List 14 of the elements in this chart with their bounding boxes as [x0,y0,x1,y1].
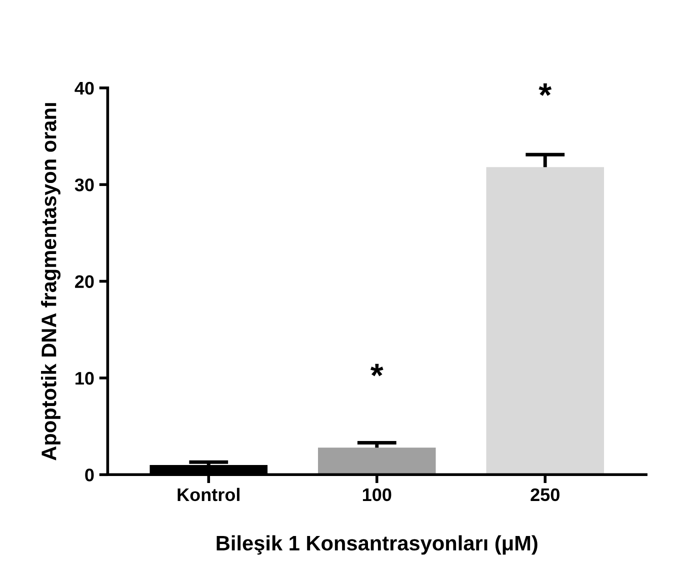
x-tick-label: 250 [530,488,560,502]
x-tick-label: Kontrol [178,488,240,502]
y-tick-label: 0 [85,468,94,482]
x-tick-label: 100 [362,488,392,502]
annotation: * [370,364,384,376]
y-tick-label: 10 [76,372,94,385]
annotation: * [538,83,552,96]
y-axis-title: Apoptotik DNA fragmentasyon oranı [41,103,61,460]
y-tick-label: 20 [75,275,94,288]
y-tick-label: 30 [74,178,94,192]
x-axis-title: Bileşik 1 Konsantrasyonları (μM) [216,535,538,555]
bar [486,167,604,475]
y-tick-label: 40 [74,82,94,95]
bar [318,448,436,475]
